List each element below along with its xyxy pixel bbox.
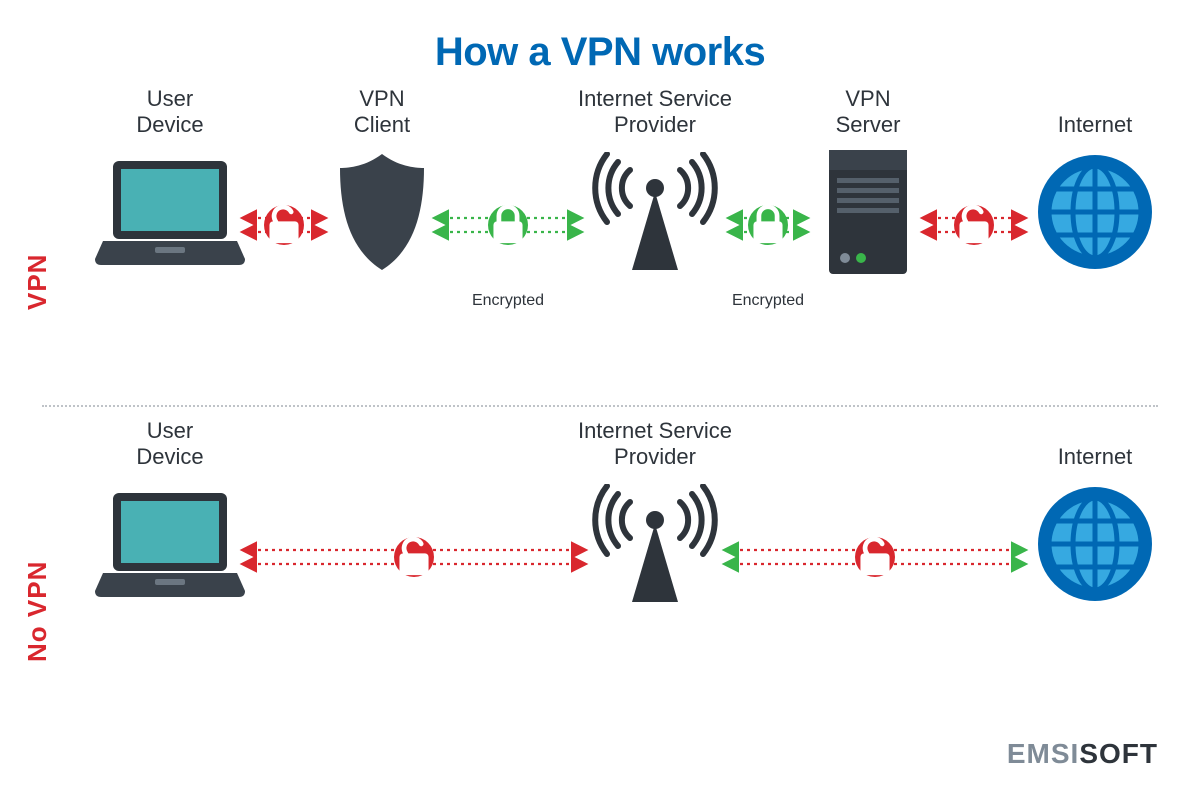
node-label-vpn-client: VPNClient [322, 85, 442, 137]
node-internet: Internet [1030, 417, 1160, 609]
connection [918, 200, 1030, 250]
node-label-internet: Internet [1030, 85, 1160, 137]
node-label-isp: Internet ServiceProvider [555, 85, 755, 137]
node-user-device: UserDevice [90, 417, 250, 609]
connection: Encrypted [724, 200, 812, 250]
divider [42, 405, 1158, 407]
brand-part1: EMSI [1007, 738, 1079, 769]
lock-icon [488, 205, 528, 245]
side-label-vpn: VPN [22, 254, 53, 310]
user-device-icon [90, 147, 250, 277]
row-vpn: VPN UserDevice VPNClient Internet Servic… [0, 85, 1200, 385]
node-label-isp: Internet ServiceProvider [555, 417, 755, 469]
diagram-title: How a VPN works [0, 0, 1200, 85]
unlock-icon [394, 537, 434, 577]
connection [720, 532, 1030, 582]
unlock-icon [264, 205, 304, 245]
connection-sublabel: Encrypted [724, 292, 812, 310]
node-label-vpn-server: VPNServer [808, 85, 928, 137]
side-label-novpn: No VPN [22, 561, 53, 662]
row-novpn: No VPN UserDevice Internet ServiceProvid… [0, 417, 1200, 717]
node-vpn-client: VPNClient [322, 85, 442, 277]
brand-logo: EMSISOFT [1007, 738, 1158, 770]
vpn-server-icon [808, 147, 928, 277]
user-device-icon [90, 479, 250, 609]
node-label-user-device: UserDevice [90, 417, 250, 469]
node-label-user-device: UserDevice [90, 85, 250, 137]
unlock-icon [954, 205, 994, 245]
lock-icon [748, 205, 788, 245]
internet-icon [1030, 479, 1160, 609]
internet-icon [1030, 147, 1160, 277]
connection: Encrypted [430, 200, 586, 250]
node-internet: Internet [1030, 85, 1160, 277]
unlock-icon [855, 537, 895, 577]
connection [238, 532, 590, 582]
brand-part2: SOFT [1079, 738, 1158, 769]
node-vpn-server: VPNServer [808, 85, 928, 277]
node-label-internet: Internet [1030, 417, 1160, 469]
connection-sublabel: Encrypted [430, 292, 586, 310]
node-user-device: UserDevice [90, 85, 250, 277]
connection [238, 200, 330, 250]
vpn-client-icon [322, 147, 442, 277]
